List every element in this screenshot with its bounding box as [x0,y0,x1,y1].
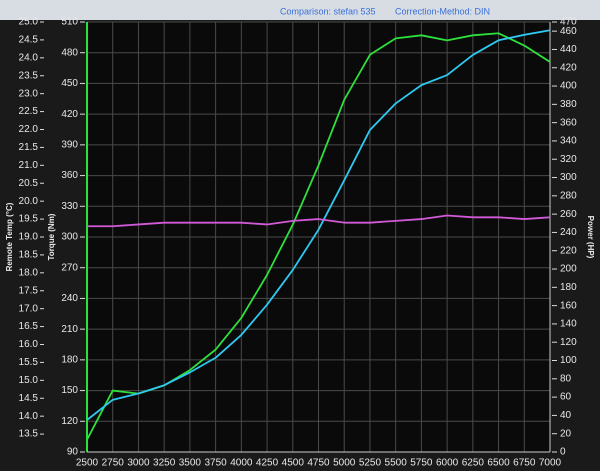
y3ticks-label: 18.5 [19,250,39,261]
y2ticks-label: 300 [560,172,577,183]
y3ticks-label: 23.5 [19,70,39,81]
y3ticks-label: 17.5 [19,285,39,296]
y2ticks-label: 260 [560,209,577,220]
x-tick-label: 3750 [204,458,227,469]
yticks-label: 270 [61,262,78,273]
x-tick-label: 5000 [333,458,356,469]
y2ticks-label: 460 [560,26,577,37]
chart-title: Comparison: stefan 535 [280,6,376,16]
y3ticks-label: 25.0 [19,17,39,28]
y3ticks-label: 21.0 [19,160,39,171]
y3ticks-label: 18.0 [19,267,39,278]
x-tick-label: 6750 [513,458,536,469]
x-tick-label: 6000 [436,458,459,469]
y3ticks-label: 21.5 [19,142,39,153]
yticks-label: 180 [61,354,78,365]
yticks-label: 150 [61,385,78,396]
x-tick-label: 3250 [153,458,176,469]
y3ticks-label: 22.0 [19,124,39,135]
y2ticks-label: 380 [560,99,577,110]
x-tick-label: 2500 [76,458,99,469]
y2ticks-label: 20 [560,428,572,439]
x-tick-label: 5750 [410,458,433,469]
y2ticks-label: 360 [560,117,577,128]
y3ticks-label: 16.5 [19,321,39,332]
x-tick-label: 6250 [462,458,485,469]
y2ticks-label: 440 [560,44,577,55]
y2ticks-label: 140 [560,319,577,330]
y3ticks-label: 23.0 [19,88,39,99]
y2ticks-label: 470 [560,17,577,28]
yticks-label: 420 [61,109,78,120]
y2-axis-title: Power (HP) [586,216,595,259]
yticks-label: 90 [67,447,79,458]
y3ticks-label: 16.0 [19,339,39,350]
y2ticks-label: 120 [560,337,577,348]
yticks-label: 300 [61,232,78,243]
y3-axis-title: Remote Temp (°C) [5,202,14,271]
y2ticks-label: 60 [560,392,572,403]
yticks-label: 120 [61,416,78,427]
x-tick-label: 5250 [359,458,382,469]
yticks-label: 360 [61,170,78,181]
y3ticks-label: 14.0 [19,411,39,422]
y2ticks-label: 220 [560,245,577,256]
yticks-label: 210 [61,324,78,335]
yticks-label: 480 [61,47,78,58]
x-tick-label: 2750 [102,458,125,469]
y2ticks-label: 240 [560,227,577,238]
chart-subtitle: Correction-Method: DIN [395,6,490,16]
x-tick-label: 5500 [385,458,408,469]
y2ticks-label: 420 [560,62,577,73]
y2ticks-label: 180 [560,282,577,293]
x-tick-label: 3500 [179,458,202,469]
x-tick-label: 6500 [487,458,510,469]
x-tick-label: 4250 [256,458,279,469]
y2ticks-label: 0 [560,447,566,458]
y2ticks-label: 200 [560,264,577,275]
y2ticks-label: 40 [560,410,572,421]
y3ticks-label: 13.5 [19,429,39,440]
x-tick-label: 4500 [282,458,305,469]
y3ticks-label: 24.0 [19,52,39,63]
y2ticks-label: 100 [560,355,577,366]
y2ticks-label: 160 [560,300,577,311]
y3ticks-label: 19.5 [19,214,39,225]
y3ticks-label: 22.5 [19,106,39,117]
y3ticks-label: 15.0 [19,375,39,386]
x-tick-label: 4750 [307,458,330,469]
y3ticks-label: 24.5 [19,35,39,46]
y3ticks-label: 19.0 [19,232,39,243]
x-tick-label: 3000 [127,458,150,469]
y2ticks-label: 80 [560,373,572,384]
yticks-label: 510 [61,17,78,28]
y3ticks-label: 17.0 [19,303,39,314]
x-tick-label: 4000 [230,458,253,469]
x-tick-label: 7000 [539,458,562,469]
yticks-label: 390 [61,139,78,150]
y2ticks-label: 320 [560,154,577,165]
yticks-label: 450 [61,78,78,89]
yticks-label: 330 [61,201,78,212]
series-line [87,214,551,228]
y2ticks-label: 280 [560,190,577,201]
series-line [86,29,551,421]
header-bar [0,0,600,20]
yticks-label: 240 [61,293,78,304]
y2ticks-label: 400 [560,81,577,92]
y3ticks-label: 20.0 [19,196,39,207]
y3ticks-label: 15.5 [19,357,39,368]
y3ticks-label: 20.5 [19,178,39,189]
y3ticks-label: 14.5 [19,393,39,404]
y2ticks-label: 340 [560,136,577,147]
y-axis-title: Torque (Nm) [47,213,56,260]
